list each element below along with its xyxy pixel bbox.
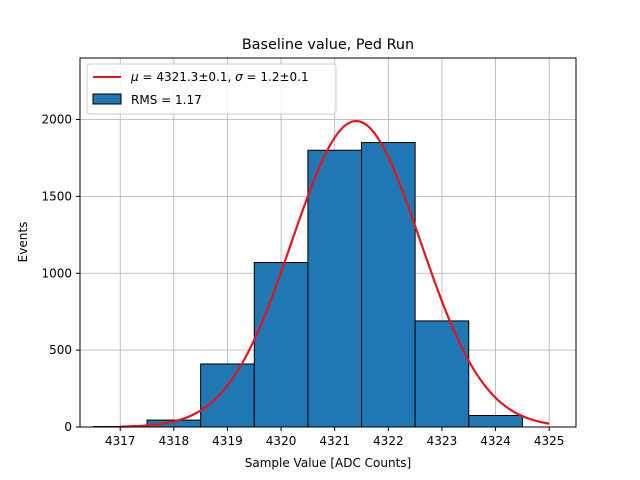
x-tick-label: 4317 [105,434,136,448]
histogram-bar [200,363,255,428]
x-axis-label: Sample Value [ADC Counts] [245,456,411,470]
y-axis-label: Events [16,222,30,263]
y-tick-label: 500 [49,343,72,357]
x-tick-label: 4318 [159,434,190,448]
histogram-bar [468,414,523,428]
legend-sigma-symbol: σ [235,70,243,84]
y-tick-label: 1000 [41,266,72,280]
x-tick-label: 4325 [534,434,565,448]
histogram-bar [414,320,470,428]
histogram-bars [92,142,523,428]
y-tick-label: 1500 [41,189,72,203]
y-tick-label: 0 [64,420,72,434]
histogram-bar [361,142,416,428]
histogram-bar [253,261,309,428]
x-tick-label: 4322 [373,434,404,448]
plot-frame [79,57,577,428]
x-tick-label: 4321 [319,434,350,448]
legend-mu-value: = 4321.3±0.1, [139,70,235,84]
fit-curve [120,119,550,428]
x-axis-ticks: 4317 4318 4319 4320 4321 4322 4323 4324 4325 [105,427,565,448]
legend-fit-label: μ = 4321.3±0.1, σ = 1.2±0.1 [130,70,309,84]
y-tick-label: 2000 [41,113,72,127]
legend-histogram-swatch [92,93,122,105]
legend-histogram-label: RMS = 1.17 [131,93,202,107]
x-tick-label: 4323 [427,434,458,448]
x-tick-label: 4319 [212,434,243,448]
legend: μ = 4321.3±0.1, σ = 1.2±0.1 RMS = 1.17 [86,63,337,115]
y-axis-ticks: 0 500 1000 1500 2000 [41,113,80,434]
x-tick-label: 4324 [480,434,511,448]
legend-mu-symbol: μ [130,70,139,84]
legend-box [86,63,337,115]
x-tick-label: 4320 [266,434,297,448]
chart-title: Baseline value, Ped Run [242,37,414,53]
histogram-bar [307,149,363,428]
gaussian-fit [120,119,550,428]
legend-sigma-value: = 1.2±0.1 [243,70,309,84]
